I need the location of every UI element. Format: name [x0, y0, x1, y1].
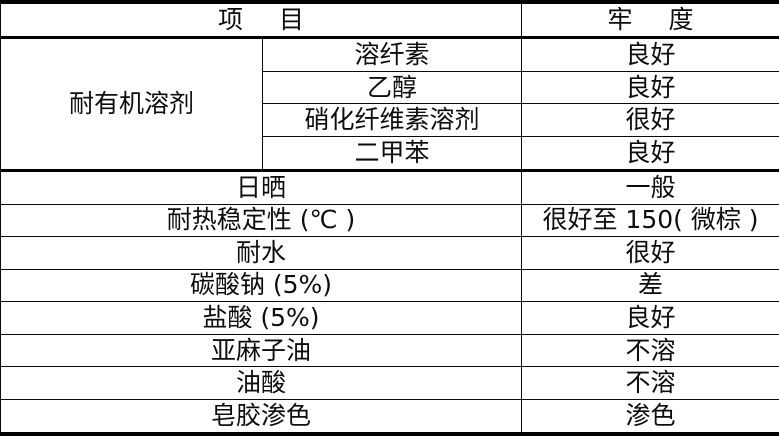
item-cell: 硝化纤维素溶剂 — [261, 103, 523, 137]
value-cell: 不溶 — [521, 333, 779, 368]
group-label-organic-solvent: 耐有机溶剂 — [0, 37, 263, 171]
item-label: 二甲苯 — [354, 137, 430, 167]
value-cell: 渗色 — [521, 399, 779, 436]
table-row: 亚麻子油 不溶 — [0, 333, 779, 368]
header-fastness-label: 牢 度 — [607, 4, 708, 34]
value-cell: 不溶 — [521, 366, 779, 401]
item-cell: 油酸 — [0, 366, 523, 401]
item-cell: 二甲苯 — [261, 136, 523, 171]
value-cell: 一般 — [521, 168, 779, 205]
item-label: 皂胶渗色 — [211, 400, 312, 430]
value-cell: 良好 — [521, 37, 779, 72]
table-row: 皂胶渗色 渗色 — [0, 399, 779, 436]
item-label: 乙醇 — [367, 72, 418, 102]
value-cell: 很好 — [521, 103, 779, 137]
value-cell: 很好至 150( 微棕 ) — [521, 203, 779, 238]
value-cell: 良好 — [521, 136, 779, 171]
item-label: 耐热稳定性 (℃ ) — [166, 205, 356, 235]
item-cell: 乙醇 — [261, 70, 523, 105]
item-cell: 碳酸钠 (5%) — [0, 268, 523, 303]
table-row: 油酸 不溶 — [0, 366, 779, 401]
value-label: 良好 — [625, 39, 676, 69]
value-cell: 良好 — [521, 301, 779, 335]
header-item: 项 目 — [0, 0, 523, 40]
table-row: 耐热稳定性 (℃ ) 很好至 150( 微棕 ) — [0, 203, 779, 238]
item-label: 亚麻子油 — [211, 335, 312, 365]
item-cell: 日晒 — [0, 168, 523, 205]
value-label: 差 — [638, 270, 664, 300]
table-row: 日晒 一般 — [0, 168, 779, 205]
value-cell: 很好 — [521, 236, 779, 270]
table-row: 耐水 很好 — [0, 236, 779, 270]
table-row: 碳酸钠 (5%) 差 — [0, 268, 779, 303]
value-label: 一般 — [625, 172, 676, 202]
item-label: 溶纤素 — [354, 39, 430, 69]
value-label: 不溶 — [625, 335, 676, 365]
item-cell: 耐热稳定性 (℃ ) — [0, 203, 523, 238]
header-fastness: 牢 度 — [521, 0, 779, 40]
value-label: 很好 — [625, 105, 676, 135]
value-label: 很好 — [625, 237, 676, 267]
item-label: 盐酸 (5%) — [202, 302, 320, 332]
value-label: 良好 — [625, 72, 676, 102]
table-row: 盐酸 (5%) 良好 — [0, 301, 779, 335]
value-label: 很好至 150( 微棕 ) — [542, 205, 759, 235]
item-label: 油酸 — [236, 368, 287, 398]
value-label: 良好 — [625, 302, 676, 332]
value-label: 不溶 — [625, 368, 676, 398]
item-label: 碳酸钠 (5%) — [189, 270, 333, 300]
item-label: 耐水 — [236, 237, 287, 267]
value-cell: 差 — [521, 268, 779, 303]
table-header-row: 项 目 牢 度 — [0, 0, 779, 40]
table-row: 耐有机溶剂 溶纤素 良好 — [0, 37, 779, 171]
item-cell: 亚麻子油 — [0, 333, 523, 368]
header-item-label: 项 目 — [218, 4, 318, 34]
item-label: 日晒 — [236, 172, 287, 202]
item-label: 硝化纤维素溶剂 — [304, 105, 480, 135]
item-cell: 皂胶渗色 — [0, 399, 523, 436]
table-row: 二甲苯 良好 — [1, 136, 779, 171]
value-cell: 良好 — [521, 70, 779, 105]
value-label: 良好 — [625, 137, 676, 167]
table-row: 乙醇 良好 — [1, 70, 779, 105]
item-cell: 盐酸 (5%) — [0, 301, 523, 335]
item-cell: 耐水 — [0, 236, 523, 270]
item-cell: 溶纤素 — [261, 37, 523, 72]
value-label: 渗色 — [625, 400, 676, 430]
